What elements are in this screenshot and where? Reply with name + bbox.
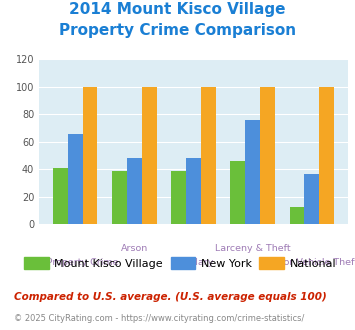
Bar <box>171 171 186 224</box>
Text: Larceny & Theft: Larceny & Theft <box>215 244 290 253</box>
Text: Burglary: Burglary <box>173 258 214 267</box>
Text: © 2025 CityRating.com - https://www.cityrating.com/crime-statistics/: © 2025 CityRating.com - https://www.city… <box>14 314 305 323</box>
Bar <box>290 207 304 224</box>
Bar <box>53 168 68 224</box>
Text: All Property Crime: All Property Crime <box>32 258 119 267</box>
Bar <box>127 158 142 224</box>
Bar <box>319 87 334 224</box>
Bar <box>112 171 127 224</box>
Text: 2014 Mount Kisco Village: 2014 Mount Kisco Village <box>69 2 286 16</box>
Text: Arson: Arson <box>121 244 148 253</box>
Bar <box>186 158 201 224</box>
Bar <box>201 87 215 224</box>
Bar <box>68 134 83 224</box>
Legend: Mount Kisco Village, New York, National: Mount Kisco Village, New York, National <box>20 252 340 273</box>
Bar <box>260 87 275 224</box>
Text: Compared to U.S. average. (U.S. average equals 100): Compared to U.S. average. (U.S. average … <box>14 292 327 302</box>
Bar <box>83 87 97 224</box>
Bar <box>230 161 245 224</box>
Bar <box>245 120 260 224</box>
Text: Motor Vehicle Theft: Motor Vehicle Theft <box>266 258 355 267</box>
Bar <box>304 174 319 224</box>
Bar <box>142 87 157 224</box>
Text: Property Crime Comparison: Property Crime Comparison <box>59 23 296 38</box>
